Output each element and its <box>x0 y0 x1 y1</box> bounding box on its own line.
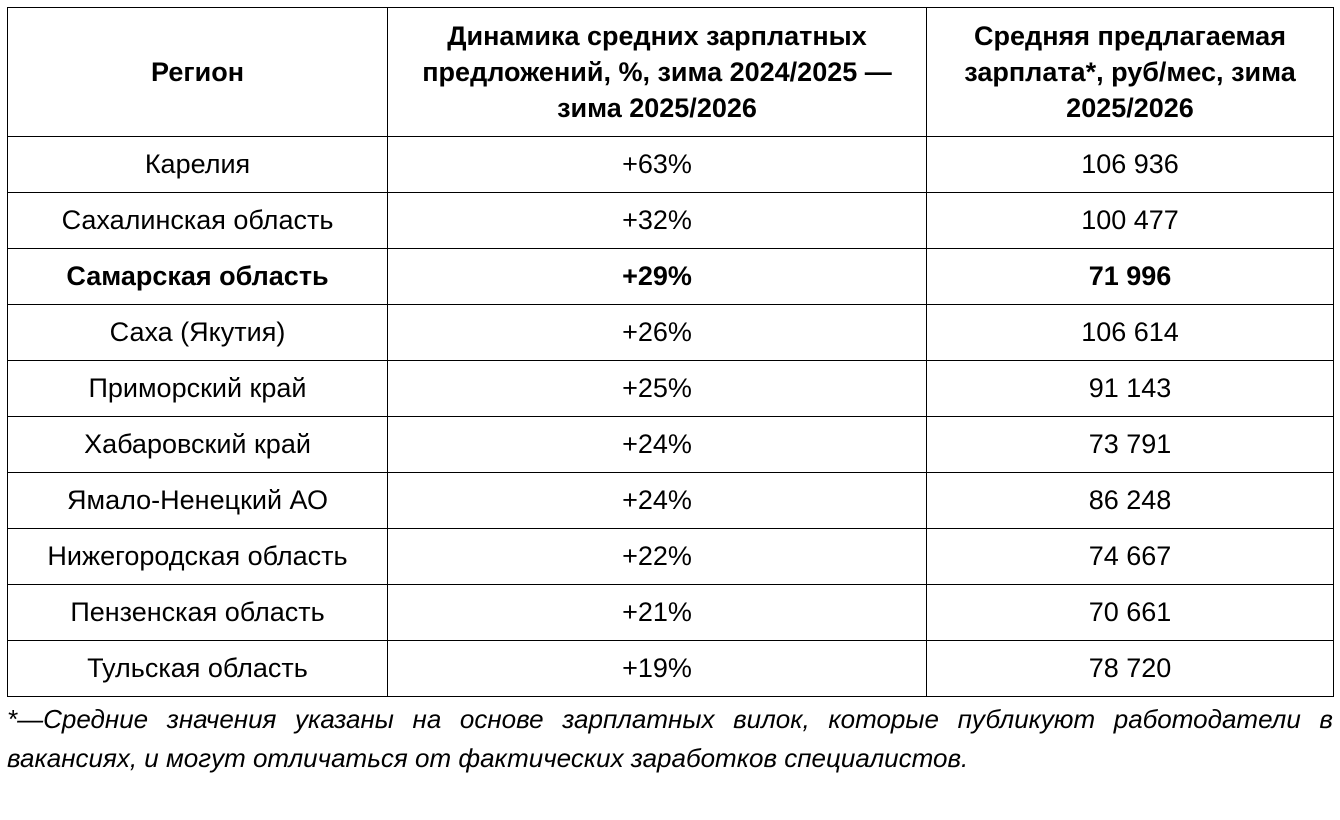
salary-cell: 71 996 <box>926 248 1334 305</box>
region-cell: Саха (Якутия) <box>7 304 388 361</box>
region-cell: Пензенская область <box>7 584 388 641</box>
table-row: Саха (Якутия) +26% 106 614 <box>7 304 1334 361</box>
change-cell: +29% <box>387 248 927 305</box>
change-cell: +24% <box>387 416 927 473</box>
table-row: Хабаровский край +24% 73 791 <box>7 416 1334 473</box>
header-row: Регион Динамика средних зарплатных предл… <box>7 7 1334 137</box>
region-cell: Приморский край <box>7 360 388 417</box>
table-row: Ямало-Ненецкий АО +24% 86 248 <box>7 472 1334 529</box>
change-cell: +19% <box>387 640 927 697</box>
table-row: Сахалинская область +32% 100 477 <box>7 192 1334 249</box>
salary-cell: 78 720 <box>926 640 1334 697</box>
salary-cell: 91 143 <box>926 360 1334 417</box>
footnote: *—Средние значения указаны на основе зар… <box>7 704 1333 773</box>
change-cell: +32% <box>387 192 927 249</box>
region-cell: Самарская область <box>7 248 388 305</box>
header-salary: Средняя предлагаемая зарплата*, руб/мес,… <box>926 7 1334 137</box>
table-row: Пензенская область +21% 70 661 <box>7 584 1334 641</box>
region-cell: Хабаровский край <box>7 416 388 473</box>
change-cell: +25% <box>387 360 927 417</box>
table-row: Тульская область +19% 78 720 <box>7 640 1334 697</box>
salary-cell: 106 936 <box>926 136 1334 193</box>
region-cell: Тульская область <box>7 640 388 697</box>
region-cell: Ямало-Ненецкий АО <box>7 472 388 529</box>
salary-cell: 70 661 <box>926 584 1334 641</box>
table-row: Приморский край +25% 91 143 <box>7 360 1334 417</box>
change-cell: +22% <box>387 528 927 585</box>
header-change: Динамика средних зарплатных предложений,… <box>387 7 927 137</box>
salary-table: Регион Динамика средних зарплатных предл… <box>7 7 1334 697</box>
region-cell: Нижегородская область <box>7 528 388 585</box>
region-cell: Карелия <box>7 136 388 193</box>
table-row: Карелия +63% 106 936 <box>7 136 1334 193</box>
change-cell: +26% <box>387 304 927 361</box>
salary-cell: 74 667 <box>926 528 1334 585</box>
table-row: Самарская область +29% 71 996 <box>7 248 1334 305</box>
change-cell: +63% <box>387 136 927 193</box>
salary-cell: 73 791 <box>926 416 1334 473</box>
salary-cell: 100 477 <box>926 192 1334 249</box>
region-cell: Сахалинская область <box>7 192 388 249</box>
table-row: Нижегородская область +22% 74 667 <box>7 528 1334 585</box>
salary-cell: 86 248 <box>926 472 1334 529</box>
header-region: Регион <box>7 7 388 137</box>
change-cell: +21% <box>387 584 927 641</box>
change-cell: +24% <box>387 472 927 529</box>
salary-cell: 106 614 <box>926 304 1334 361</box>
